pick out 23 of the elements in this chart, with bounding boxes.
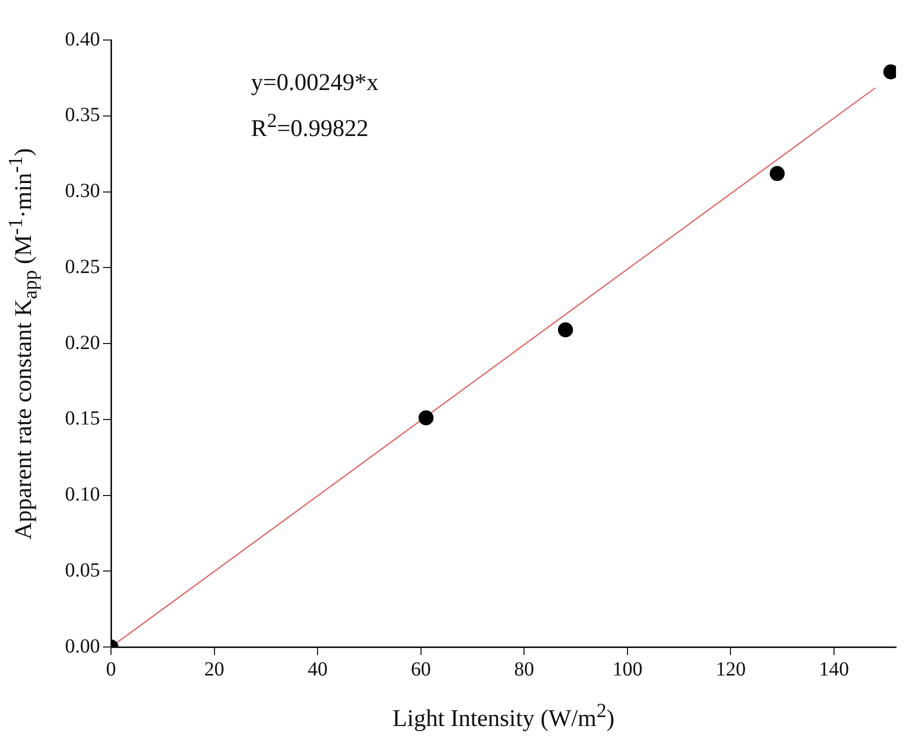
y-tick-label: 0.30 bbox=[65, 180, 100, 202]
x-tick-label: 80 bbox=[514, 658, 534, 680]
x-axis-title: Light Intensity (W/m$^{2}$) bbox=[392, 700, 614, 733]
y-tick-label: 0.35 bbox=[65, 104, 100, 126]
point bbox=[558, 322, 573, 338]
y-tick-label: 0.40 bbox=[65, 28, 100, 50]
annotation: R$^{2}$=0.99822 bbox=[251, 110, 369, 143]
y-tick-label: 0.25 bbox=[65, 256, 100, 278]
x-tick-label: 120 bbox=[716, 658, 746, 680]
x-tick-label: 100 bbox=[612, 658, 642, 680]
y-tick-label: 0.15 bbox=[65, 408, 100, 430]
point bbox=[770, 166, 785, 182]
x-tick-label: 0 bbox=[106, 658, 116, 680]
x-tick-label: 20 bbox=[204, 658, 224, 680]
y-tick-label: 0.10 bbox=[65, 484, 100, 506]
y-tick-label: 0.05 bbox=[65, 559, 100, 582]
x-tick-label: 140 bbox=[819, 658, 850, 680]
point bbox=[418, 410, 434, 426]
annotation: y=0.00249*x bbox=[251, 70, 379, 97]
y-tick-label: 0.00 bbox=[65, 635, 100, 658]
x-tick-label: 60 bbox=[410, 658, 431, 680]
x-tick-label: 40 bbox=[308, 658, 328, 680]
y-tick-label: 0.20 bbox=[65, 332, 100, 354]
